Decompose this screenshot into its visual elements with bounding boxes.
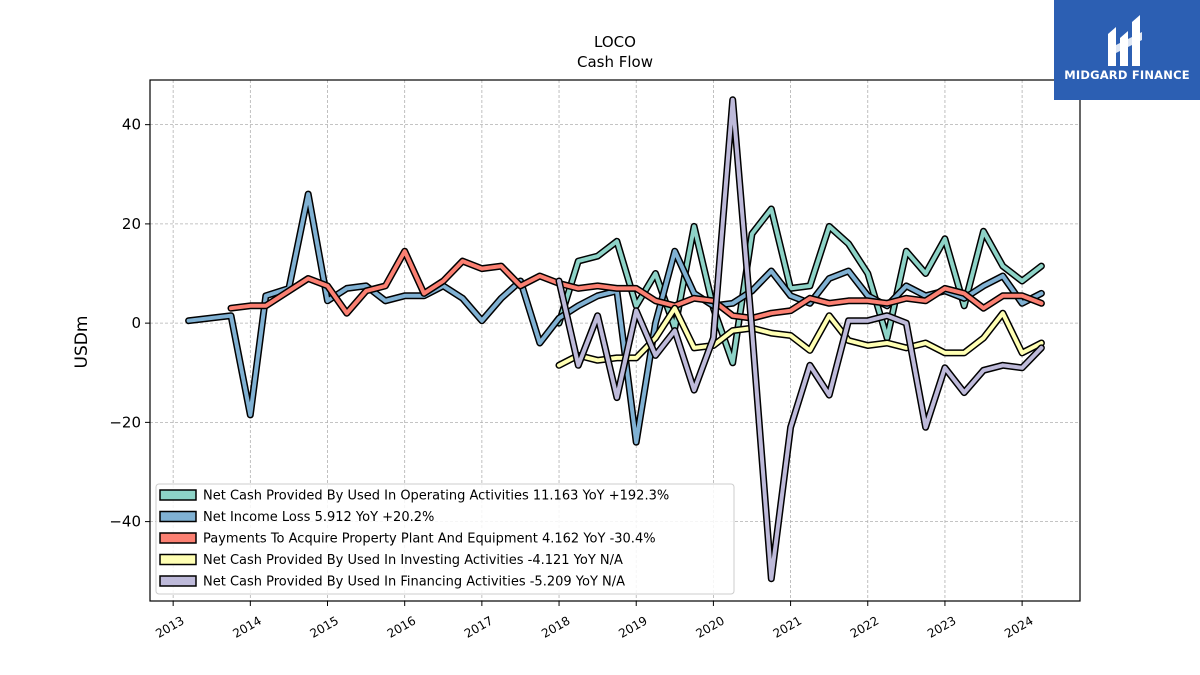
y-tick-label: −40 (109, 513, 141, 531)
y-axis-label: USDm (72, 316, 92, 369)
x-tick-label: 2023 (925, 613, 958, 640)
brand-logo: MIDGARD FINANCE (1054, 0, 1200, 100)
legend-entry: Net Cash Provided By Used In Investing A… (203, 553, 623, 568)
plot-frame (149, 79, 1081, 602)
x-tick-label: 2014 (230, 613, 263, 640)
x-tick-label: 2016 (385, 613, 418, 640)
x-tick-label: 2019 (616, 613, 649, 640)
legend-swatch (159, 510, 197, 523)
legend-entry: Net Cash Provided By Used In Operating A… (203, 489, 669, 504)
series-line (229, 249, 1044, 321)
x-tick-label: 2015 (308, 613, 341, 640)
x-tick-label: 2018 (539, 613, 572, 640)
legend-swatch (159, 553, 197, 566)
x-tick-label: 2020 (693, 613, 726, 640)
series-2 (227, 247, 1045, 322)
series-line (186, 192, 1044, 445)
chart-title: LOCO (594, 33, 636, 51)
y-tick-label: 0 (131, 314, 141, 332)
series-line (557, 306, 1044, 368)
x-tick-label: 2013 (153, 613, 186, 640)
chart-subtitle: Cash Flow (577, 53, 653, 71)
legend: Net Cash Provided By Used In Operating A… (155, 483, 735, 595)
y-tick-label: −20 (109, 413, 141, 431)
x-tick-label: 2022 (848, 613, 881, 640)
legend-swatch (159, 575, 197, 587)
y-tick-label: 20 (122, 215, 141, 233)
series-1 (185, 190, 1045, 446)
series-lines (185, 96, 1045, 583)
legend-swatch (159, 532, 197, 544)
series-line (557, 97, 1044, 581)
series-3 (555, 304, 1045, 369)
x-tick-label: 2021 (771, 613, 804, 640)
x-tick-label: 2017 (462, 613, 495, 640)
y-tick-label: 40 (122, 116, 141, 134)
legend-entry: Payments To Acquire Property Plant And E… (203, 532, 656, 547)
series-4 (555, 96, 1045, 583)
x-tick-label: 2024 (1002, 613, 1035, 640)
legend-box (155, 483, 735, 595)
legend-swatch (159, 489, 197, 501)
brand-logo-text: MIDGARD FINANCE (1064, 68, 1190, 82)
legend-entry: Net Cash Provided By Used In Financing A… (203, 575, 625, 590)
brand-logo-mark-icon (1108, 15, 1142, 66)
legend-entry: Net Income Loss 5.912 YoY +20.2% (203, 510, 434, 525)
